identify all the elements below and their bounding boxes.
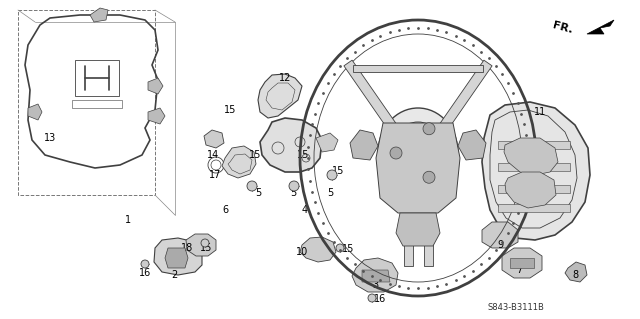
Polygon shape (165, 248, 188, 268)
Polygon shape (505, 172, 556, 208)
Text: 15: 15 (342, 244, 354, 254)
Text: 5: 5 (290, 188, 296, 198)
Circle shape (327, 170, 337, 180)
Polygon shape (350, 130, 378, 160)
Polygon shape (498, 162, 570, 170)
Text: 15: 15 (200, 243, 212, 253)
Circle shape (141, 260, 149, 268)
Text: 16: 16 (139, 268, 151, 278)
Polygon shape (498, 185, 570, 193)
Text: 4: 4 (302, 205, 308, 215)
Text: 15: 15 (297, 150, 309, 160)
Ellipse shape (378, 108, 458, 198)
Polygon shape (352, 258, 398, 292)
Text: 18: 18 (181, 243, 193, 253)
Polygon shape (353, 64, 483, 71)
Text: 5: 5 (327, 188, 333, 198)
Text: FR.: FR. (552, 20, 574, 35)
Polygon shape (403, 186, 413, 266)
Text: 15: 15 (224, 105, 236, 115)
Polygon shape (148, 108, 165, 124)
Polygon shape (482, 102, 590, 240)
Ellipse shape (390, 122, 445, 184)
Polygon shape (300, 237, 336, 262)
Polygon shape (186, 234, 216, 256)
Text: 15: 15 (249, 150, 261, 160)
Polygon shape (587, 20, 614, 34)
Polygon shape (154, 238, 202, 275)
Polygon shape (482, 222, 518, 248)
Text: 12: 12 (279, 73, 291, 83)
Text: 17: 17 (209, 170, 221, 180)
Polygon shape (222, 146, 256, 178)
Polygon shape (510, 258, 534, 268)
Text: 16: 16 (374, 294, 386, 304)
Polygon shape (90, 8, 108, 22)
Polygon shape (565, 262, 587, 282)
Circle shape (390, 147, 402, 159)
Circle shape (247, 181, 257, 191)
Polygon shape (502, 248, 542, 278)
Polygon shape (258, 74, 302, 118)
Polygon shape (432, 60, 492, 141)
Polygon shape (148, 78, 163, 94)
Text: 11: 11 (534, 107, 546, 117)
Polygon shape (362, 270, 390, 282)
Circle shape (423, 171, 435, 183)
Text: 10: 10 (296, 247, 308, 257)
Polygon shape (396, 213, 440, 246)
Text: 1: 1 (125, 215, 131, 225)
Text: 14: 14 (207, 150, 219, 160)
Text: 6: 6 (222, 205, 228, 215)
Polygon shape (498, 141, 570, 149)
Circle shape (289, 181, 299, 191)
Polygon shape (458, 130, 486, 160)
Polygon shape (498, 204, 570, 212)
Circle shape (336, 244, 344, 252)
Text: 13: 13 (44, 133, 56, 143)
Text: 8: 8 (572, 270, 578, 280)
Circle shape (423, 123, 435, 135)
Polygon shape (260, 118, 322, 172)
Polygon shape (344, 60, 404, 141)
Text: 7: 7 (516, 265, 522, 275)
Text: 5: 5 (255, 188, 261, 198)
Polygon shape (316, 133, 338, 152)
Text: 3: 3 (372, 280, 378, 290)
Circle shape (201, 239, 209, 247)
Text: 9: 9 (497, 240, 503, 250)
Polygon shape (424, 186, 433, 266)
Polygon shape (28, 104, 42, 120)
Text: S843-B3111B: S843-B3111B (488, 303, 545, 313)
Polygon shape (204, 130, 224, 148)
Polygon shape (504, 138, 558, 175)
Polygon shape (376, 123, 460, 213)
Text: 15: 15 (332, 166, 344, 176)
Text: 2: 2 (171, 270, 177, 280)
Circle shape (368, 294, 376, 302)
